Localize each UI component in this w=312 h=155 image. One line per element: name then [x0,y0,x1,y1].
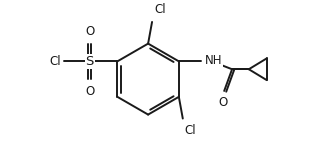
Text: Cl: Cl [154,3,166,16]
Text: NH: NH [204,54,222,67]
Text: O: O [219,96,228,109]
Text: O: O [85,85,95,98]
Text: O: O [85,25,95,38]
Text: Cl: Cl [185,124,196,137]
Text: Cl: Cl [50,55,61,68]
Text: S: S [85,55,94,68]
